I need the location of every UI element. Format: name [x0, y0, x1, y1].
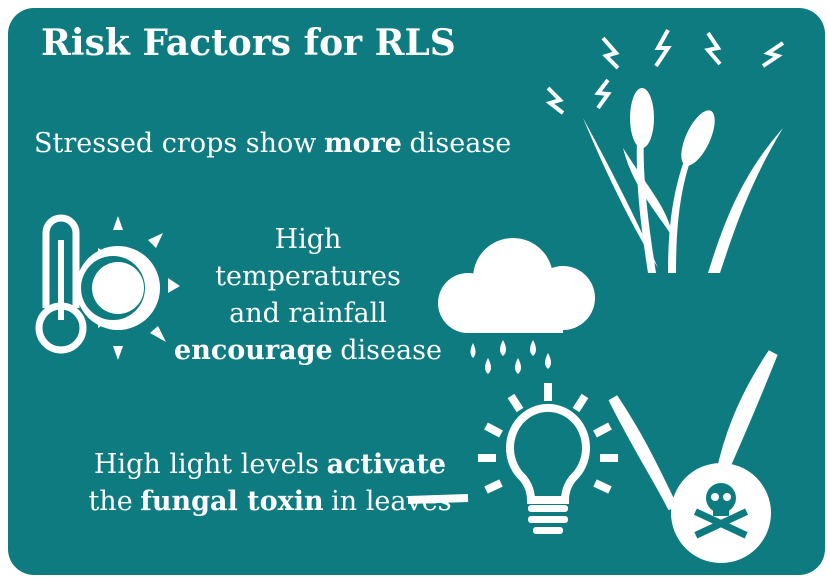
fact-line: the fungal toxin in leaves [70, 483, 470, 520]
text: High light levels [94, 449, 319, 480]
bold-text: more [324, 128, 402, 159]
fact-line: and rainfall [158, 295, 458, 332]
card: Risk Factors for RLS Stressed crops show… [8, 8, 825, 575]
text: Stressed crops show [34, 128, 316, 159]
text: in leaves [331, 486, 451, 517]
lightning [548, 30, 783, 113]
text: the [88, 486, 132, 517]
bold-text: activate [327, 449, 447, 480]
wheat [583, 88, 783, 273]
title: Risk Factors for RLS [41, 22, 456, 64]
thermometer-level [58, 240, 64, 320]
text: and rainfall [229, 298, 387, 329]
fact-line: High light levels activate [70, 446, 470, 483]
fact: High light levels activate the fungal toxin… [70, 446, 470, 520]
cloud [438, 238, 595, 374]
fact-line: High [158, 221, 458, 258]
text: disease [409, 128, 511, 159]
fact-line: temperatures [158, 258, 458, 295]
text: High [275, 224, 342, 255]
text: disease [340, 335, 442, 366]
bold-text: encourage [174, 335, 333, 366]
page: Risk Factors for RLS Stressed crops show… [0, 0, 827, 579]
text: temperatures [215, 261, 401, 292]
toxin-badge [671, 463, 771, 563]
bold-text: fungal toxin [140, 486, 323, 517]
